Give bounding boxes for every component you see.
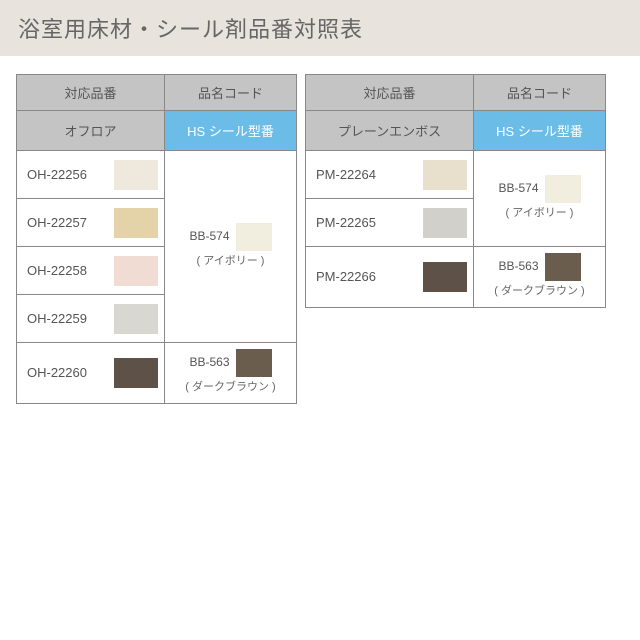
color-swatch [423,208,467,238]
col-header-name: 品名コード [165,75,297,111]
tables-container: 対応品番 品名コード オフロア HS シール型番 OH-22256 BB-574… [0,56,640,422]
table-ofloor: 対応品番 品名コード オフロア HS シール型番 OH-22256 BB-574… [16,74,297,404]
seal-cell-darkbrown-2: BB-563 ( ダークブラウン ) [474,247,606,308]
seal-code: BB-574 [498,179,538,198]
seal-cell-ivory-2: BB-574 ( アイボリー ) [474,151,606,247]
page-title: 浴室用床材・シール剤品番対照表 [0,0,640,56]
col-header-name-2: 品名コード [474,75,606,111]
table-row: OH-22260 BB-563 ( ダークブラウン ) [17,343,297,404]
color-swatch [114,304,158,334]
product-code-cell: PM-22266 [306,247,474,308]
table-plainemboss: 対応品番 品名コード プレーンエンボス HS シール型番 PM-22264 BB… [305,74,606,308]
seal-code: BB-563 [189,353,229,372]
col-header-code: 対応品番 [17,75,165,111]
product-code-cell: OH-22258 [17,247,165,295]
product-code: OH-22258 [27,263,87,278]
product-code: OH-22256 [27,167,87,182]
subheader-hs-1: HS シール型番 [165,111,297,151]
seal-swatch [236,223,272,251]
color-swatch [114,208,158,238]
color-swatch [423,160,467,190]
seal-cell-darkbrown-1: BB-563 ( ダークブラウン ) [165,343,297,404]
product-code: OH-22257 [27,215,87,230]
product-code-cell: OH-22256 [17,151,165,199]
color-swatch [114,160,158,190]
product-code: OH-22260 [27,365,87,380]
product-code-cell: OH-22259 [17,295,165,343]
col-header-code-2: 対応品番 [306,75,474,111]
product-code-cell: OH-22260 [17,343,165,404]
subheader-plainemboss: プレーンエンボス [306,111,474,151]
product-code-cell: PM-22264 [306,151,474,199]
seal-note: ( ダークブラウン ) [173,379,288,397]
subheader-hs-2: HS シール型番 [474,111,606,151]
seal-code: BB-563 [498,257,538,276]
seal-swatch [545,253,581,281]
product-code: PM-22265 [316,215,376,230]
seal-note: ( ダークブラウン ) [482,283,597,301]
subheader-ofloor: オフロア [17,111,165,151]
product-code: PM-22266 [316,269,376,284]
seal-swatch [545,175,581,203]
color-swatch [423,262,467,292]
seal-note: ( アイボリー ) [173,253,288,271]
product-code-cell: PM-22265 [306,199,474,247]
table-row: OH-22256 BB-574 ( アイボリー ) [17,151,297,199]
product-code: OH-22259 [27,311,87,326]
table-row: PM-22266 BB-563 ( ダークブラウン ) [306,247,606,308]
product-code: PM-22264 [316,167,376,182]
product-code-cell: OH-22257 [17,199,165,247]
seal-code: BB-574 [189,227,229,246]
table-row: PM-22264 BB-574 ( アイボリー ) [306,151,606,199]
seal-swatch [236,349,272,377]
seal-note: ( アイボリー ) [482,205,597,223]
color-swatch [114,358,158,388]
color-swatch [114,256,158,286]
seal-cell-ivory-1: BB-574 ( アイボリー ) [165,151,297,343]
